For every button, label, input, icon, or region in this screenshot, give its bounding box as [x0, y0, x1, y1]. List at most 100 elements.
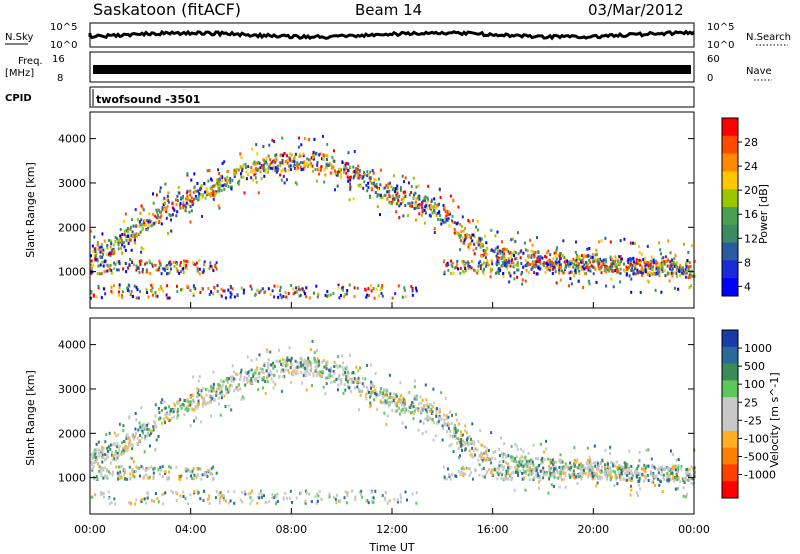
data-cell: [182, 494, 185, 498]
colorbar-frame: [721, 329, 739, 499]
data-cell: [146, 423, 148, 427]
data-cell: [660, 467, 663, 471]
data-cell: [535, 457, 538, 461]
data-cell: [411, 492, 414, 496]
data-cell: [679, 274, 681, 278]
data-cell: [396, 191, 399, 195]
data-cell: [343, 165, 346, 169]
beam-label: Beam 14: [355, 1, 422, 19]
data-cell: [122, 448, 125, 452]
data-cell: [597, 263, 600, 267]
data-cell: [418, 194, 421, 198]
data-cell: [572, 265, 575, 269]
data-cell: [498, 447, 501, 451]
data-cell: [628, 478, 631, 482]
data-cell: [250, 287, 253, 291]
data-cell: [328, 162, 331, 165]
data-cell: [113, 261, 116, 265]
data-cell: [424, 417, 427, 421]
data-cell: [411, 287, 414, 290]
data-cell: [115, 434, 118, 438]
data-cell: [90, 263, 92, 267]
data-cell: [478, 261, 480, 265]
data-cell: [227, 170, 230, 174]
data-cell: [127, 441, 130, 445]
data-cell: [402, 196, 405, 200]
data-cell: [528, 459, 531, 463]
data-cell: [563, 467, 566, 471]
colorbar-segment: [722, 380, 738, 398]
data-cell: [462, 465, 464, 469]
data-cell: [145, 288, 148, 292]
data-cell: [146, 427, 149, 431]
data-cell: [463, 264, 466, 268]
data-cell: [252, 162, 255, 166]
data-cell: [255, 143, 258, 147]
data-cell: [340, 382, 343, 385]
data-cell: [353, 169, 356, 173]
data-cell: [145, 223, 148, 227]
data-cell: [146, 219, 148, 223]
data-cell: [553, 251, 556, 255]
data-cell: [167, 476, 170, 480]
data-cell: [179, 478, 182, 482]
data-cell: [683, 477, 686, 481]
data-cell: [147, 492, 150, 496]
data-cell: [197, 198, 200, 202]
data-cell: [176, 409, 179, 413]
data-cell: [180, 196, 182, 200]
data-cell: [352, 165, 355, 169]
data-cell: [234, 377, 237, 381]
data-cell: [229, 499, 232, 503]
data-cell: [648, 271, 651, 275]
data-cell: [413, 379, 416, 383]
data-cell: [503, 477, 506, 481]
data-cell: [187, 407, 190, 411]
data-cell: [444, 423, 447, 427]
data-cell: [454, 474, 457, 478]
data-cell: [387, 404, 390, 408]
data-cell: [392, 399, 395, 402]
data-cell: [404, 176, 407, 180]
data-cell: [341, 365, 344, 369]
data-cell: [267, 170, 269, 174]
data-cell: [111, 443, 114, 447]
data-cell: [233, 175, 236, 178]
data-cell: [131, 261, 134, 264]
nsky-trace: [88, 29, 695, 41]
data-cell: [573, 446, 576, 450]
data-cell: [579, 474, 582, 478]
data-cell: [475, 225, 478, 229]
data-cell: [667, 239, 670, 243]
data-cell: [486, 258, 489, 262]
data-cell: [122, 429, 125, 433]
data-cell: [325, 158, 328, 161]
data-cell: [460, 443, 463, 447]
data-cell: [397, 202, 400, 206]
data-cell: [91, 462, 94, 466]
data-cell: [639, 260, 642, 264]
data-cell: [348, 377, 351, 381]
data-cell: [131, 457, 133, 461]
data-cell: [477, 458, 480, 462]
data-cell: [144, 496, 147, 500]
data-cell: [143, 220, 146, 224]
data-cell: [470, 236, 472, 240]
data-cell: [267, 154, 270, 158]
data-cell: [635, 258, 638, 262]
data-cell: [589, 269, 592, 273]
data-cell: [278, 348, 280, 352]
data-cell: [269, 162, 271, 166]
data-cell: [296, 164, 299, 168]
data-cell: [548, 477, 551, 481]
data-cell: [461, 236, 464, 240]
data-cell: [631, 478, 634, 482]
data-cell: [628, 274, 631, 278]
data-cell: [507, 466, 510, 470]
data-cell: [277, 295, 280, 299]
data-cell: [680, 464, 683, 468]
data-cell: [131, 230, 134, 234]
data-cell: [208, 293, 211, 297]
data-cell: [491, 472, 494, 476]
